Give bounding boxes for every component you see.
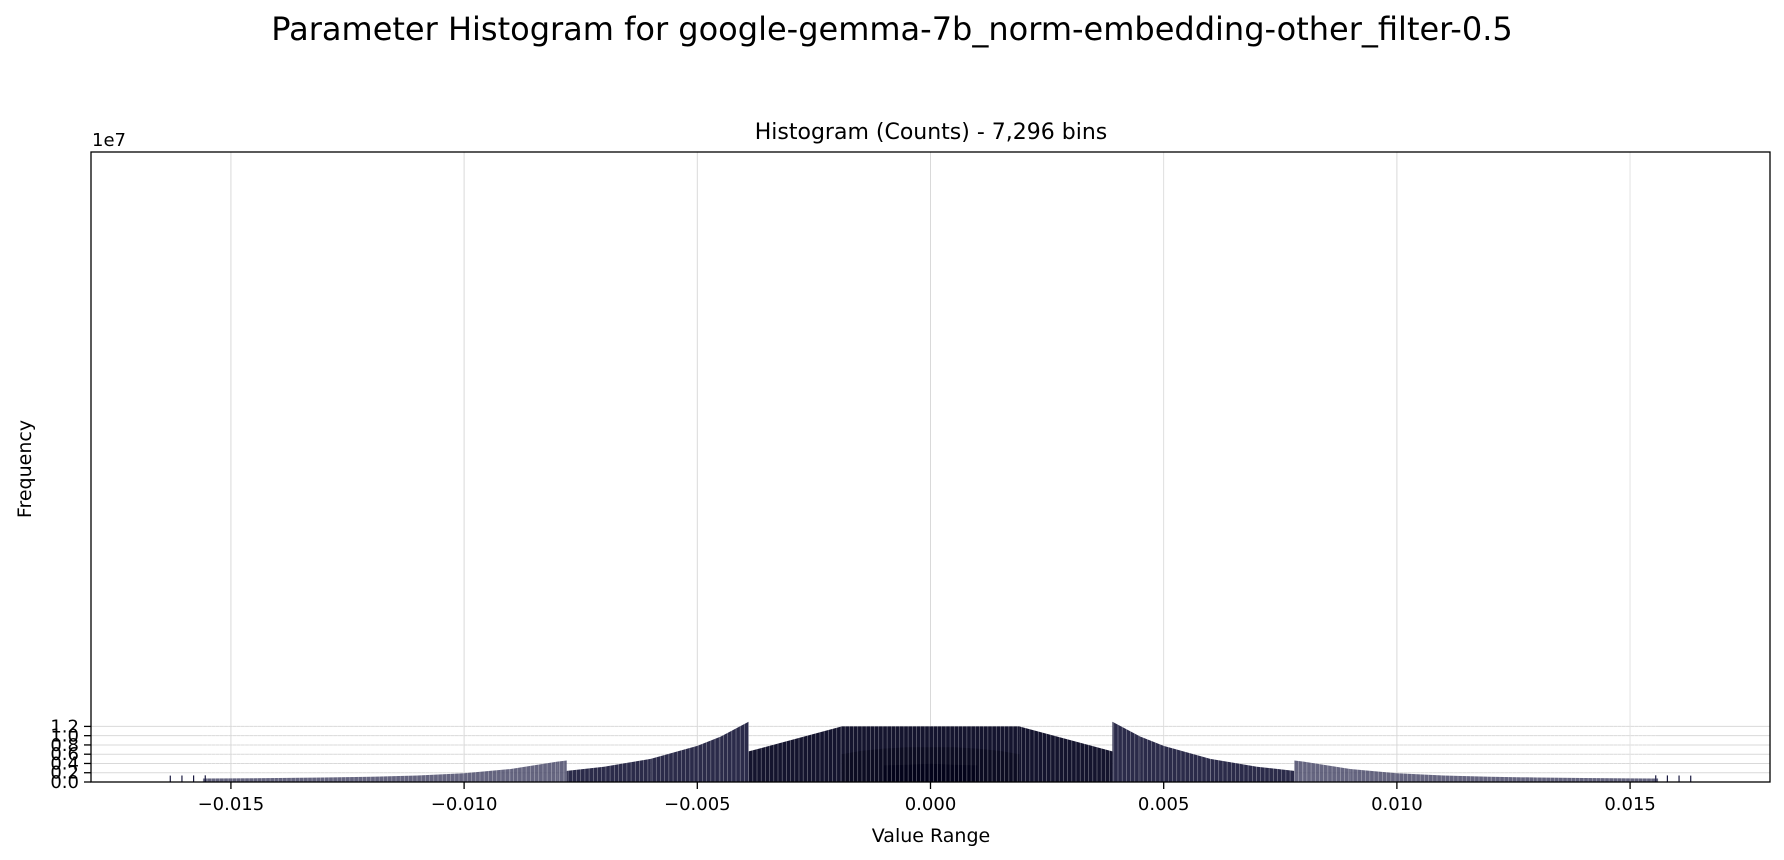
chart-subtitle: Histogram (Counts) - 7,296 bins bbox=[755, 120, 1107, 145]
axis-ticks: −0.015 −0.010 −0.005 0.000 0.005 0.010 0.015 0.… bbox=[50, 716, 1655, 815]
histogram-bar-tail bbox=[417, 773, 465, 782]
histogram-bar-core bbox=[841, 750, 861, 782]
histogram-bar-mid bbox=[604, 758, 651, 782]
histogram-bar-tail bbox=[1443, 775, 1491, 782]
histogram-bar-tail bbox=[277, 777, 325, 782]
histogram-bar-tail bbox=[1303, 761, 1351, 782]
histogram-bars bbox=[169, 152, 1692, 782]
plot-frame bbox=[90, 151, 1771, 783]
histogram-bar-center bbox=[921, 763, 931, 782]
histogram-bar-center bbox=[907, 764, 922, 782]
x-tick-label: −0.010 bbox=[431, 794, 498, 815]
chart-title: Parameter Histogram for google-gemma-7b_… bbox=[271, 10, 1512, 48]
histogram-bar-center bbox=[883, 764, 908, 782]
x-tick-label: 0.015 bbox=[1604, 794, 1656, 815]
histogram-bar-tail bbox=[1490, 776, 1537, 782]
histogram-bar-mid bbox=[1256, 766, 1295, 782]
histogram-bar-tail bbox=[1536, 777, 1584, 782]
histogram-bar-tail bbox=[464, 769, 511, 782]
x-tick-label: −0.005 bbox=[664, 794, 731, 815]
y-tick-label: 0.4 bbox=[50, 753, 79, 774]
histogram-bar-tail bbox=[230, 778, 278, 782]
x-tick-label: 0.010 bbox=[1371, 794, 1423, 815]
histogram-bar-core bbox=[860, 748, 884, 782]
histogram-bar-center bbox=[930, 763, 940, 782]
histogram-bar-mid bbox=[720, 721, 749, 782]
histogram-bar-mid bbox=[566, 766, 605, 782]
y-tick-label: 0.0 bbox=[50, 772, 79, 793]
histogram-bar-tail bbox=[1583, 778, 1631, 782]
y-tick-label: 0.2 bbox=[50, 763, 79, 784]
histogram-bar-tail bbox=[557, 760, 567, 782]
x-tick-label: −0.015 bbox=[198, 794, 265, 815]
histogram-bar-tail bbox=[324, 776, 371, 782]
x-tick-label: 0.005 bbox=[1138, 794, 1190, 815]
histogram-bar-tail bbox=[1630, 778, 1659, 782]
y-tick-label: 0.6 bbox=[50, 744, 79, 765]
histogram-bar-center bbox=[939, 764, 954, 782]
histogram-bar-tail bbox=[510, 761, 558, 782]
histogram-bar-tail bbox=[1350, 769, 1397, 782]
histogram-bar-mid bbox=[1112, 721, 1141, 782]
y-scale-label: 1e7 bbox=[92, 130, 126, 151]
histogram-bar-tail bbox=[1294, 760, 1304, 782]
histogram-bar-inner bbox=[748, 726, 842, 782]
histogram-bar-mid bbox=[697, 736, 721, 782]
histogram-bar-tail bbox=[202, 778, 231, 782]
grid bbox=[91, 152, 1770, 783]
y-tick-label: 0.8 bbox=[50, 735, 79, 756]
histogram-bar-inner bbox=[1019, 726, 1113, 782]
histogram-bar-core bbox=[1000, 750, 1020, 782]
histogram-bar-core bbox=[977, 748, 1001, 782]
histogram-bar-mid bbox=[1163, 745, 1211, 782]
x-tick-label: 0.000 bbox=[905, 794, 957, 815]
y-tick-label: 1.2 bbox=[50, 716, 79, 737]
y-tick-label: 1.0 bbox=[50, 726, 79, 747]
histogram-bar-center bbox=[953, 764, 978, 782]
histogram-bar-mid bbox=[1210, 758, 1257, 782]
histogram-bar-tail bbox=[1396, 773, 1444, 782]
histogram-bar-mid bbox=[1140, 736, 1164, 782]
x-axis-label: Value Range bbox=[872, 825, 990, 847]
histogram-bar-mid bbox=[650, 745, 698, 782]
histogram-bar-tail bbox=[370, 775, 418, 782]
y-axis-label: Frequency bbox=[14, 420, 36, 518]
